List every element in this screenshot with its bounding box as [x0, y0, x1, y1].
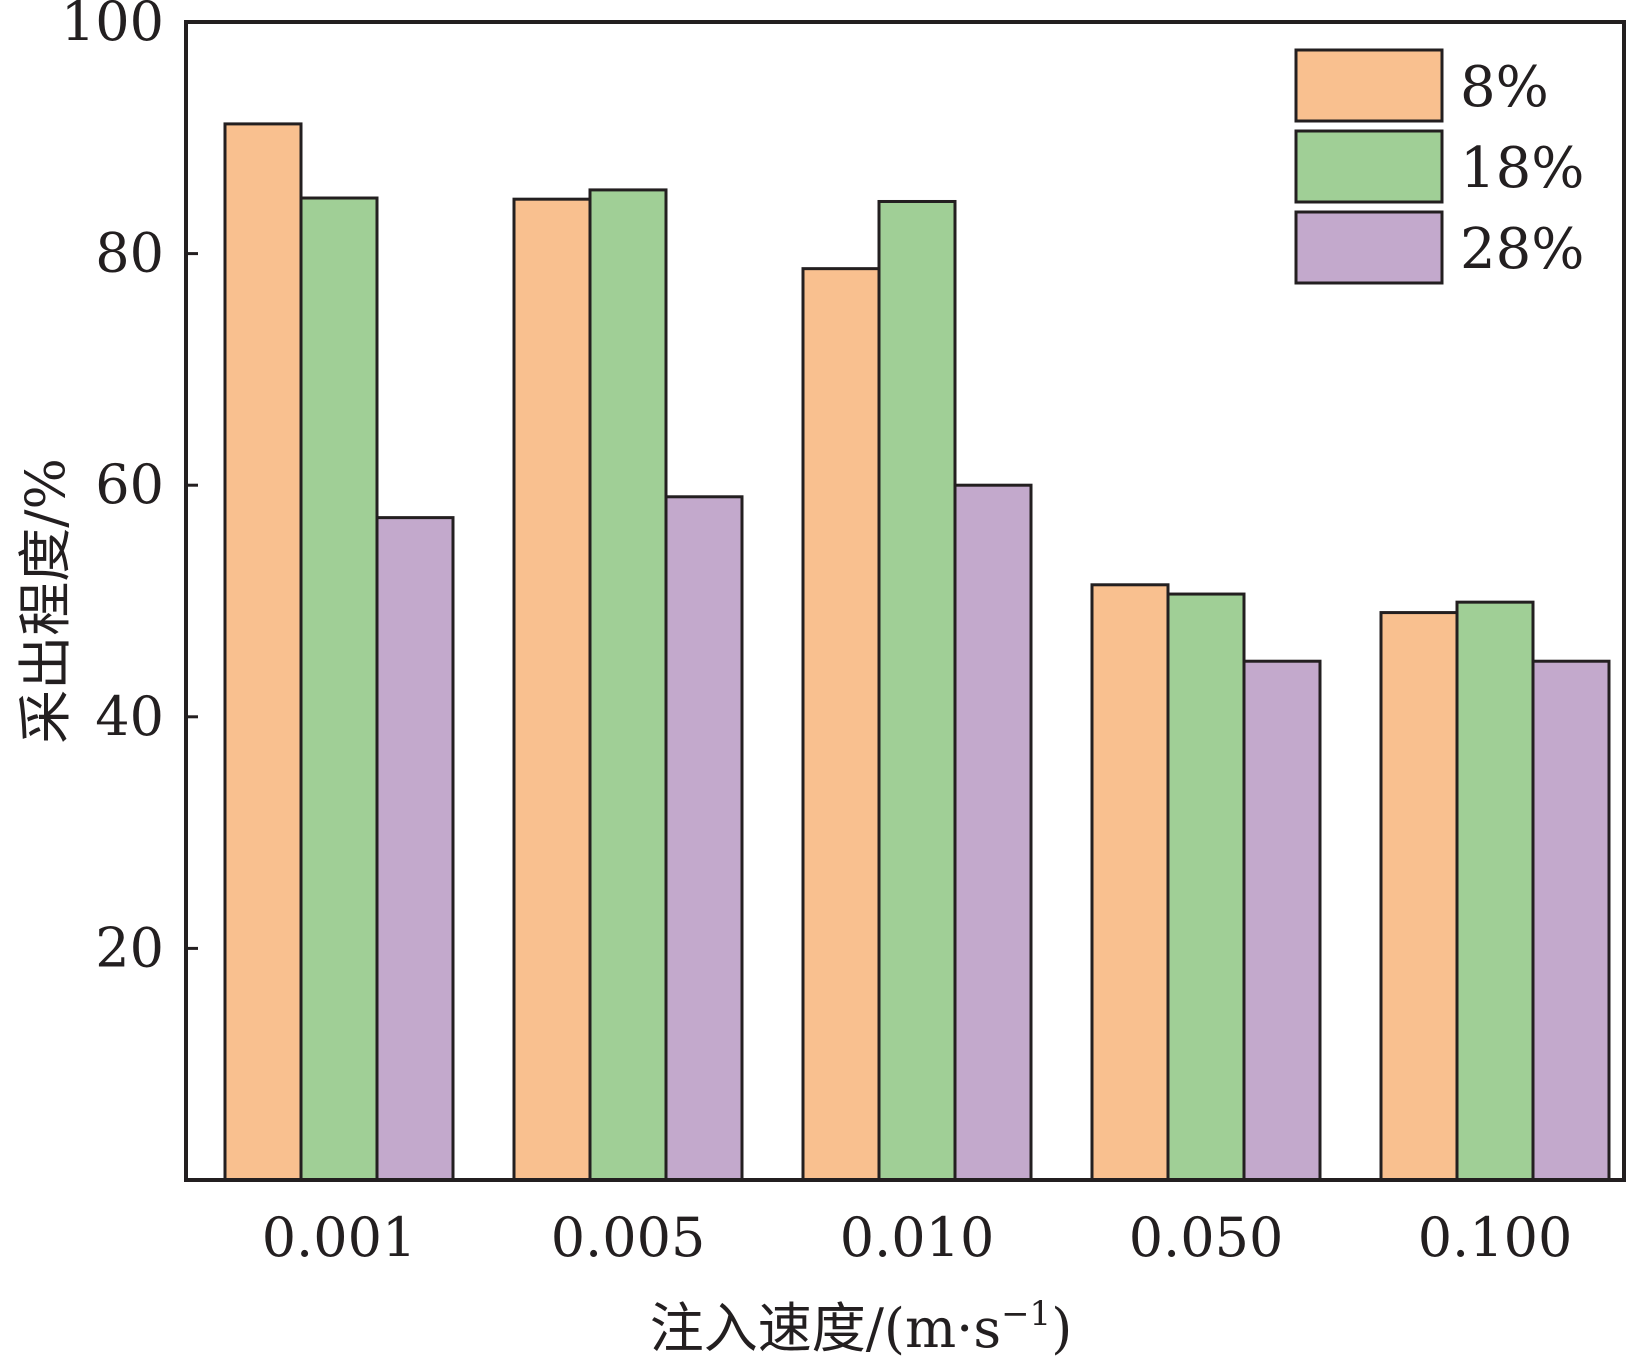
- x-tick-label: 0.001: [262, 1206, 417, 1269]
- bar-0.001-8pct: [223, 122, 303, 1182]
- bar-0.001-18pct: [299, 196, 379, 1182]
- x-axis-label-close: ): [1051, 1297, 1072, 1360]
- y-tick-label: 20: [95, 916, 164, 979]
- y-tick-label: 60: [95, 453, 164, 516]
- legend-swatch-8pct: [1294, 48, 1444, 123]
- y-tick-label: 80: [95, 222, 164, 285]
- y-tick-label: 40: [95, 685, 164, 748]
- x-axis-label-superscript: −1: [1001, 1294, 1051, 1334]
- bar-0.100-18pct: [1455, 600, 1535, 1182]
- bar-0.005-28pct: [664, 495, 744, 1182]
- bar-0.005-8pct: [512, 197, 592, 1182]
- bars-layer: [223, 122, 1611, 1182]
- legend: 8% 18% 28%: [1294, 48, 1584, 285]
- bar-0.010-18pct: [877, 199, 957, 1182]
- legend-label-18pct: 18%: [1460, 136, 1584, 201]
- y-axis-ticks: 20 40 60 80 100: [61, 0, 198, 979]
- legend-label-28pct: 28%: [1460, 217, 1584, 282]
- x-tick-label: 0.050: [1129, 1206, 1284, 1269]
- x-axis-label: 注入速度/(m·s−1): [650, 1294, 1073, 1360]
- bar-0.100-8pct: [1379, 611, 1459, 1182]
- y-axis-label: 采出程度/%: [14, 458, 77, 744]
- y-tick-label: 100: [61, 0, 164, 53]
- bar-0.001-28pct: [375, 516, 455, 1182]
- x-tick-label: 0.005: [551, 1206, 706, 1269]
- bar-0.010-28pct: [953, 483, 1033, 1182]
- x-tick-label: 0.100: [1418, 1206, 1573, 1269]
- bar-0.005-18pct: [588, 188, 668, 1182]
- x-tick-label: 0.010: [840, 1206, 995, 1269]
- bar-0.050-8pct: [1090, 583, 1170, 1182]
- legend-label-8pct: 8%: [1460, 55, 1549, 120]
- legend-swatch-28pct: [1294, 210, 1444, 285]
- bar-0.100-28pct: [1531, 659, 1611, 1182]
- bar-0.050-28pct: [1242, 659, 1322, 1182]
- x-axis-ticks: 0.001 0.005 0.010 0.050 0.100: [262, 1206, 1573, 1269]
- bar-0.050-18pct: [1166, 592, 1246, 1182]
- legend-swatch-18pct: [1294, 129, 1444, 204]
- bar-0.010-8pct: [801, 267, 881, 1182]
- plot-frame: [184, 20, 1626, 1182]
- x-axis-label-main: 注入速度/(m·s: [650, 1297, 1001, 1360]
